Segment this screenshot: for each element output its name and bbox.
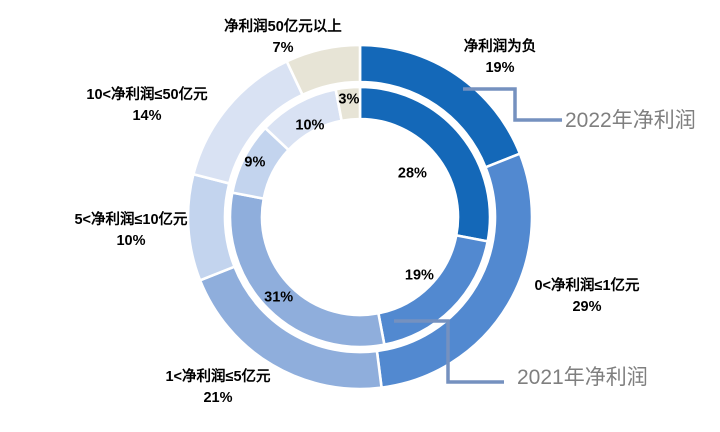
category-label-4: 10<净利润≤50亿元 14% [86, 85, 207, 127]
annotation-2021-net-profit: 2021年净利润 [517, 366, 648, 389]
category-label-3: 5<净利润≤10亿元 10% [74, 210, 187, 252]
annotation-2022-net-profit: 2022年净利润 [565, 109, 696, 132]
category-name: 净利润50亿元以上 [224, 18, 342, 35]
donut-rings [186, 43, 534, 391]
category-percent: 19% [485, 59, 515, 76]
category-percent: 10% [116, 232, 146, 249]
category-label-0: 净利润为负 19% [464, 37, 537, 79]
donut-segment-outer-5 [285, 43, 362, 97]
category-label-2: 1<净利润≤5亿元 21% [165, 367, 270, 409]
inner-percent-label-4: 10% [295, 117, 325, 134]
inner-percent-label-5: 3% [338, 91, 360, 108]
callout-line-2021 [394, 319, 504, 384]
category-label-1: 0<净利润≤1亿元 29% [534, 276, 639, 318]
callout-line-2022 [463, 87, 562, 122]
category-name: 5<净利润≤10亿元 [74, 211, 188, 228]
donut-segment-inner-5 [334, 85, 362, 123]
category-name: 净利润为负 [463, 38, 537, 55]
category-name: 1<净利润≤5亿元 [165, 368, 271, 385]
callout-connectors [394, 87, 562, 384]
category-percent: 29% [572, 298, 602, 315]
inner-percent-label-3: 9% [244, 154, 266, 171]
inner-percent-label-1: 19% [404, 267, 434, 284]
category-label-5: 净利润50亿元以上 7% [224, 17, 342, 59]
category-percent: 14% [132, 107, 162, 124]
category-percent: 7% [272, 39, 294, 56]
donut-segment-outer-3 [186, 172, 237, 283]
category-name: 0<净利润≤1亿元 [534, 277, 640, 294]
inner-percent-label-2: 31% [264, 289, 294, 306]
category-percent: 21% [203, 389, 233, 406]
category-name: 10<净利润≤50亿元 [86, 86, 208, 103]
inner-percent-label-0: 28% [397, 165, 427, 182]
